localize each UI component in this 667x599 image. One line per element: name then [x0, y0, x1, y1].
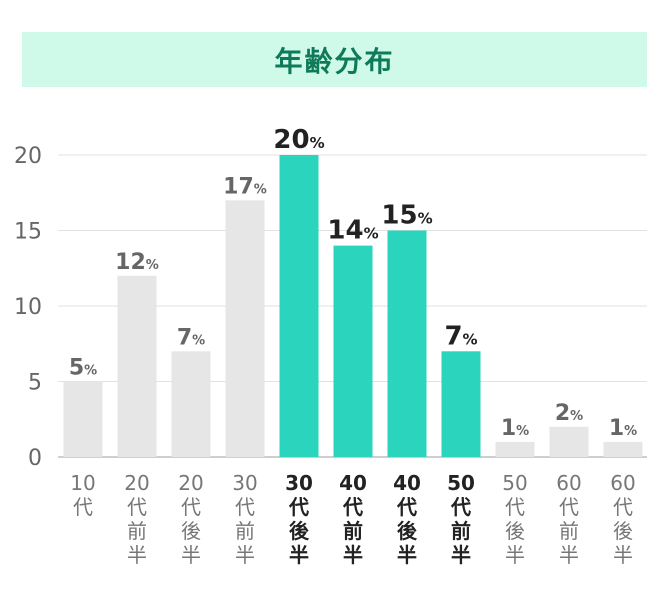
data-label: 2%: [555, 401, 583, 426]
bar: [117, 275, 157, 457]
x-tick-label: 30 代前半: [232, 471, 257, 567]
y-tick-label: 15: [14, 220, 42, 245]
data-label: 1%: [609, 416, 637, 441]
bar: [225, 200, 265, 458]
bar: [441, 351, 481, 457]
bar: [171, 351, 211, 457]
bar: [63, 381, 103, 457]
x-tick-label: 20 代後半: [178, 471, 203, 567]
x-tick-label: 60 代後半: [610, 471, 635, 567]
x-tick-label: 50 代後半: [502, 471, 527, 567]
data-label: 17%: [223, 174, 267, 199]
data-label: 15%: [381, 201, 432, 231]
data-label: 20%: [273, 125, 324, 155]
title-banner: 年齢分布: [22, 32, 647, 87]
bar: [603, 441, 643, 457]
y-tick-label: 10: [14, 295, 42, 320]
data-label: 12%: [115, 250, 159, 275]
y-tick-label: 5: [28, 371, 42, 396]
bar: [549, 426, 589, 457]
bar: [495, 441, 535, 457]
data-label: 14%: [327, 216, 378, 246]
x-tick-label: 30 代後半: [285, 471, 313, 567]
chart-title: 年齢分布: [274, 44, 395, 78]
bar: [279, 155, 319, 457]
x-tick-label: 40 代後半: [393, 471, 421, 567]
bar: [333, 245, 373, 457]
x-tick-label: 60 代前半: [556, 471, 581, 567]
x-tick-label: 40 代前半: [339, 471, 367, 567]
bar: [387, 230, 427, 457]
y-tick-label: 0: [28, 446, 42, 471]
x-tick-label: 50 代前半: [447, 471, 475, 567]
data-label: 1%: [501, 416, 529, 441]
data-label: 7%: [177, 325, 205, 350]
y-tick-label: 20: [14, 144, 42, 169]
x-tick-label: 20 代前半: [124, 471, 149, 567]
data-label: 5%: [69, 356, 97, 381]
x-tick-label: 10 代: [70, 471, 95, 519]
data-label: 7%: [444, 321, 477, 351]
